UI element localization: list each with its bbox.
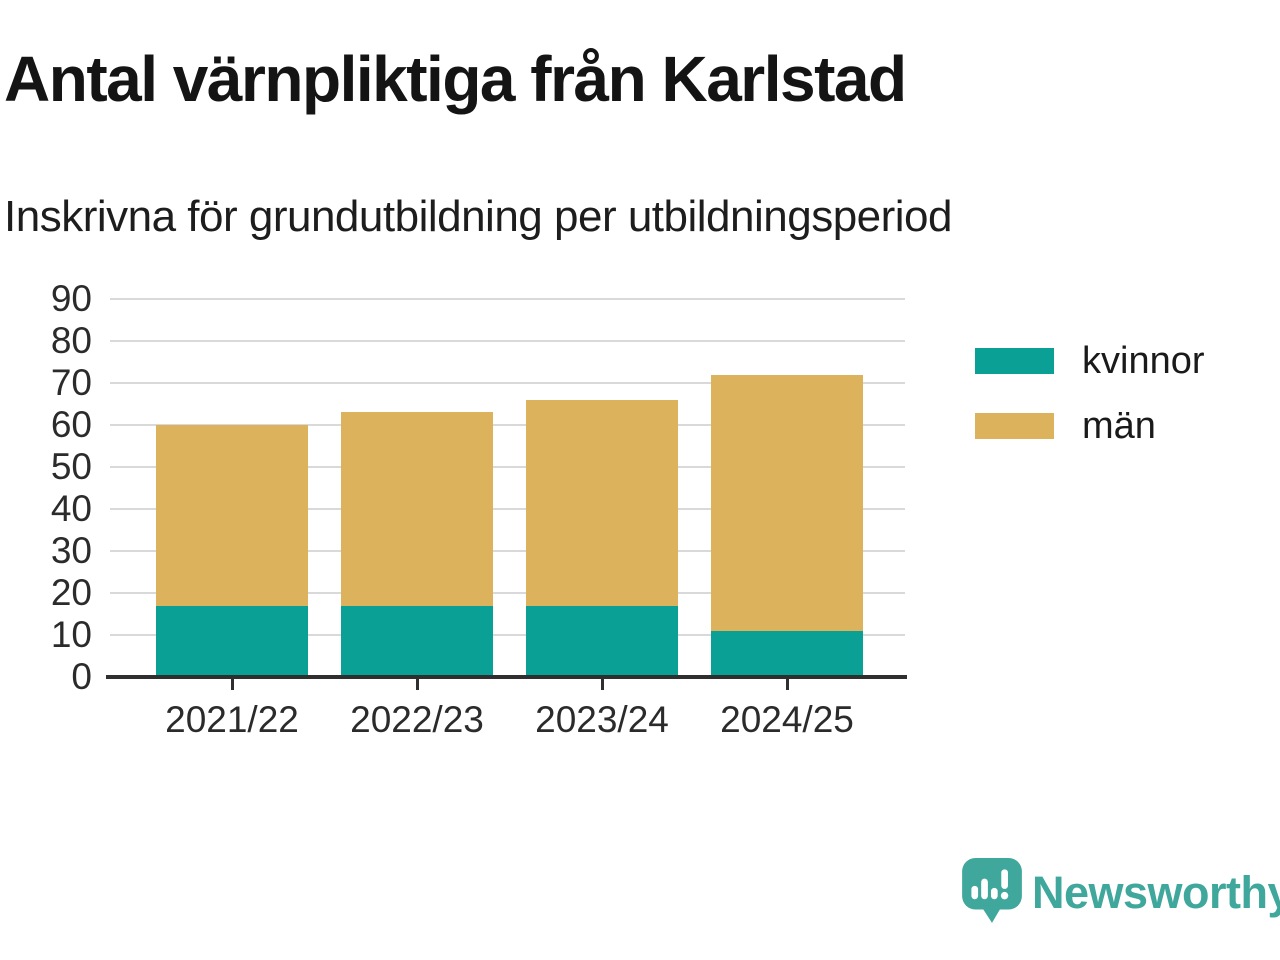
y-axis-tick-label: 0 bbox=[71, 656, 92, 697]
x-axis-line bbox=[106, 675, 907, 679]
gridline-20 bbox=[110, 592, 905, 594]
legend-label-kvinnor: kvinnor bbox=[1082, 340, 1205, 382]
page-subtitle: Inskrivna för grundutbildning per utbild… bbox=[4, 192, 953, 241]
newsworthy-logo: Newsworthy bbox=[962, 858, 1280, 926]
y-axis-tick-label: 70 bbox=[50, 362, 92, 403]
y-axis-tick-label: 50 bbox=[50, 446, 92, 487]
x-axis-tick-label: 2021/22 bbox=[165, 699, 299, 740]
gridline-50 bbox=[110, 466, 905, 468]
gridline-60 bbox=[110, 424, 905, 426]
y-axis-tick-label: 10 bbox=[50, 614, 92, 655]
bar-2023/24-kvinnor bbox=[526, 605, 678, 677]
newsworthy-logo-icon bbox=[962, 858, 1022, 923]
bar-2023/24-män bbox=[526, 399, 678, 606]
x-axis-tick-label: 2023/24 bbox=[535, 699, 669, 740]
x-axis-tick-label: 2022/23 bbox=[350, 699, 484, 740]
y-axis-tick-label: 30 bbox=[50, 530, 92, 571]
bar-2021/22-män bbox=[156, 425, 308, 606]
bar-2022/23-kvinnor bbox=[341, 605, 493, 677]
legend: kvinnor män bbox=[975, 342, 1205, 445]
x-axis-tick-label: 2024/25 bbox=[720, 699, 854, 740]
page-title: Antal värnpliktiga från Karlstad bbox=[4, 43, 907, 115]
gridline-30 bbox=[110, 550, 905, 552]
legend-item-man: män bbox=[975, 407, 1205, 445]
gridline-80 bbox=[110, 340, 905, 342]
gridline-10 bbox=[110, 634, 905, 636]
legend-item-kvinnor: kvinnor bbox=[975, 342, 1205, 380]
y-axis-tick-label: 40 bbox=[50, 488, 92, 529]
bar-2021/22-kvinnor bbox=[156, 605, 308, 677]
x-axis-tick-2022/23 bbox=[415, 679, 419, 690]
gridline-70 bbox=[110, 382, 905, 384]
x-axis-tick-2024/25 bbox=[785, 679, 789, 690]
x-axis-tick-2023/24 bbox=[600, 679, 604, 690]
y-axis-tick-label: 60 bbox=[50, 404, 92, 445]
bar-2024/25-män bbox=[711, 374, 863, 631]
y-axis-tick-label: 80 bbox=[50, 320, 92, 361]
legend-swatch-man bbox=[975, 413, 1054, 439]
legend-label-man: män bbox=[1082, 405, 1156, 447]
gridline-40 bbox=[110, 508, 905, 510]
y-axis-tick-label: 90 bbox=[50, 278, 92, 319]
bar-2022/23-män bbox=[341, 412, 493, 606]
legend-swatch-kvinnor bbox=[975, 348, 1054, 374]
gridline-90 bbox=[110, 298, 905, 300]
newsworthy-logo-text: Newsworthy bbox=[1032, 867, 1280, 918]
y-axis-tick-label: 20 bbox=[50, 572, 92, 613]
bar-2024/25-kvinnor bbox=[711, 630, 863, 677]
x-axis-tick-2021/22 bbox=[230, 679, 234, 690]
